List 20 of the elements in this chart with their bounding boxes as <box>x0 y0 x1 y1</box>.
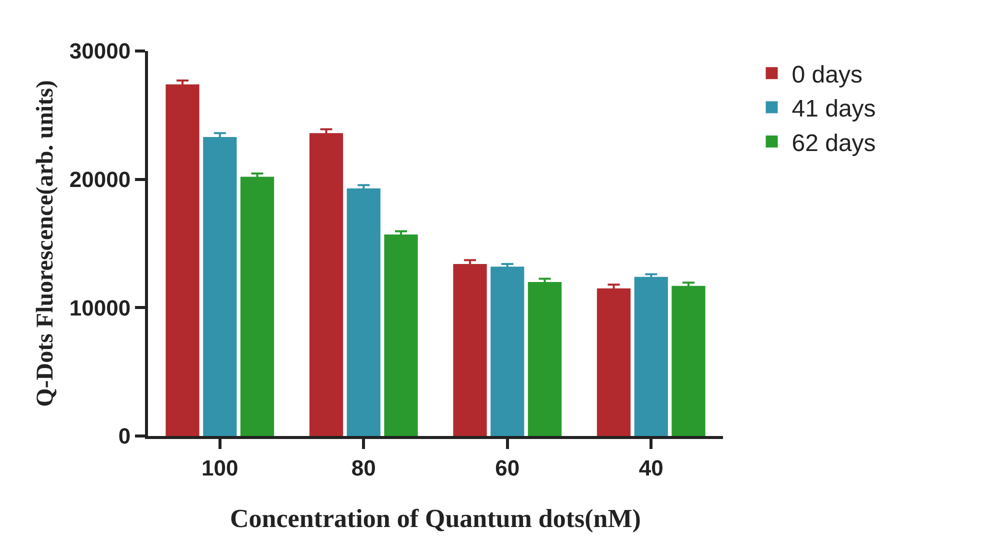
legend-label: 0 days <box>792 61 862 88</box>
x-tick-label: 40 <box>638 455 664 480</box>
y-tick-label: 0 <box>118 424 131 449</box>
x-axis-title: Concentration of Quantum dots(nM) <box>230 504 641 534</box>
bar <box>490 266 524 436</box>
y-tick-label: 10000 <box>69 295 131 320</box>
y-tick-label: 30000 <box>69 38 131 64</box>
bar <box>528 282 562 436</box>
x-tick-label: 80 <box>351 455 376 480</box>
bar <box>384 234 418 436</box>
bar <box>634 276 668 436</box>
x-tick-label: 60 <box>495 455 520 480</box>
y-axis-title: Q-Dots Fluorescence(arb. units) <box>32 80 59 407</box>
legend-label: 62 days <box>792 130 876 157</box>
y-tick-label: 20000 <box>69 167 131 192</box>
bar <box>346 188 380 436</box>
bar <box>240 176 274 436</box>
x-tick-label: 100 <box>202 455 238 480</box>
legend-label: 41 days <box>792 96 876 123</box>
bar <box>672 286 706 436</box>
